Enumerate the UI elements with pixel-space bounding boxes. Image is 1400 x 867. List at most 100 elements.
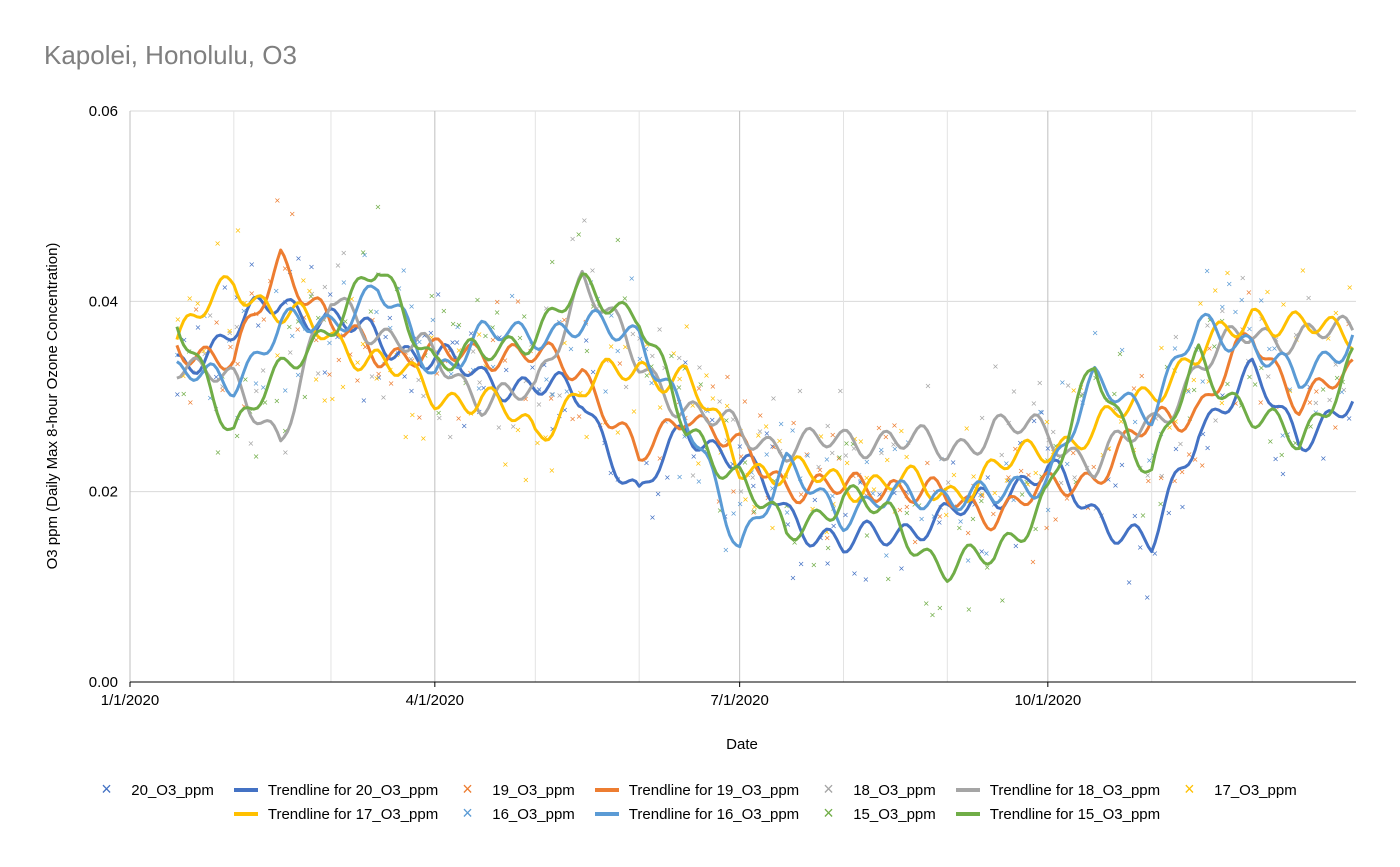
data-point: ×: [306, 286, 313, 295]
data-point: ×: [622, 343, 629, 352]
data-point: ×: [387, 324, 394, 333]
data-point: ×: [830, 499, 837, 508]
data-point: ×: [476, 378, 483, 387]
data-point: ×: [723, 546, 730, 555]
data-point: ×: [978, 547, 985, 556]
data-point: ×: [234, 431, 241, 440]
data-point: ×: [616, 359, 623, 368]
data-point: ×: [1140, 511, 1147, 520]
legend-label: Trendline for 20_O3_ppm: [267, 781, 439, 799]
data-point: ×: [341, 278, 348, 287]
data-point: ×: [1334, 374, 1341, 383]
data-point: ×: [703, 371, 710, 380]
data-point: ×: [321, 282, 328, 291]
data-point: ×: [791, 538, 798, 547]
data-point: ×: [282, 448, 289, 457]
legend-label: 20_O3_ppm: [131, 781, 214, 799]
data-point: ×: [362, 343, 369, 352]
data-point: ×: [517, 333, 524, 342]
data-point: ×: [770, 394, 777, 403]
data-point: ×: [850, 472, 857, 481]
data-point: ×: [1052, 515, 1059, 524]
trendline-16_O3_ppm: [176, 284, 1355, 549]
data-point: ×: [262, 398, 269, 407]
data-point: ×: [804, 451, 811, 460]
data-point: ×: [213, 373, 220, 382]
legend-marker-icon: ×: [462, 803, 473, 823]
data-point: ×: [904, 503, 911, 512]
data-point: ×: [689, 401, 696, 410]
data-point: ×: [1105, 475, 1112, 484]
data-point: ×: [221, 283, 228, 292]
data-point: ×: [340, 383, 347, 392]
data-point: ×: [575, 230, 582, 239]
data-point: ×: [548, 390, 555, 399]
legend-item: Trendline for 20_O3_ppm: [232, 782, 438, 799]
data-point: ×: [730, 509, 737, 518]
data-point: ×: [568, 345, 575, 354]
data-point: ×: [750, 482, 757, 491]
data-point: ×: [294, 325, 301, 334]
data-point: ×: [729, 459, 736, 468]
data-point: ×: [1064, 494, 1071, 503]
data-point: ×: [1177, 439, 1184, 448]
data-point: ×: [898, 427, 905, 436]
data-point: ×: [884, 456, 891, 465]
data-point: ×: [683, 322, 690, 331]
data-point: ×: [1158, 472, 1165, 481]
legend-item: × 15_O3_ppm: [817, 803, 936, 823]
legend-item: Trendline for 15_O3_ppm: [954, 806, 1160, 823]
data-point: ×: [322, 368, 329, 377]
data-point: ×: [336, 355, 343, 364]
legend-line-swatch: [232, 782, 260, 798]
data-point: ×: [945, 478, 952, 487]
data-point: ×: [241, 299, 248, 308]
data-point: ×: [984, 563, 991, 572]
data-point: ×: [489, 323, 496, 332]
data-point: ×: [563, 387, 570, 396]
data-point: ×: [1219, 391, 1226, 400]
data-point: ×: [1005, 476, 1012, 485]
data-point: ×: [770, 442, 777, 451]
data-point: ×: [710, 394, 717, 403]
legend-marker-icon: ×: [823, 803, 834, 823]
data-point: ×: [1153, 414, 1160, 423]
data-point: ×: [1224, 379, 1231, 388]
data-point: ×: [878, 446, 885, 455]
data-point: ×: [388, 379, 395, 388]
data-point: ×: [400, 266, 407, 275]
legend-item: × 18_O3_ppm: [817, 779, 936, 799]
data-point: ×: [382, 333, 389, 342]
data-point: ×: [253, 452, 260, 461]
data-point: ×: [548, 466, 555, 475]
data-point: ×: [248, 439, 255, 448]
data-point: ×: [695, 459, 702, 468]
data-point: ×: [985, 473, 992, 482]
data-point: ×: [869, 489, 876, 498]
data-point: ×: [1045, 505, 1052, 514]
data-point: ×: [1164, 363, 1171, 372]
data-point: ×: [615, 428, 622, 437]
data-point: ×: [824, 559, 831, 568]
legend-marker-icon: ×: [1184, 779, 1195, 799]
data-point: ×: [200, 346, 207, 355]
data-point: ×: [1165, 509, 1172, 518]
data-point: ×: [380, 393, 387, 402]
data-point: ×: [219, 382, 226, 391]
data-point: ×: [1179, 467, 1186, 476]
data-point: ×: [194, 299, 201, 308]
data-point: ×: [1258, 296, 1265, 305]
data-point: ×: [1090, 463, 1097, 472]
data-point: ×: [1119, 460, 1126, 469]
data-point: ×: [476, 384, 483, 393]
data-point: ×: [1043, 524, 1050, 533]
data-point: ×: [643, 345, 650, 354]
data-point: ×: [1092, 329, 1099, 338]
data-point: ×: [1287, 387, 1294, 396]
data-point: ×: [798, 490, 805, 499]
data-point: ×: [903, 508, 910, 517]
data-point: ×: [783, 501, 790, 510]
data-point: ×: [1204, 321, 1211, 330]
data-point: ×: [260, 366, 267, 375]
legend-line-swatch: [593, 806, 621, 822]
